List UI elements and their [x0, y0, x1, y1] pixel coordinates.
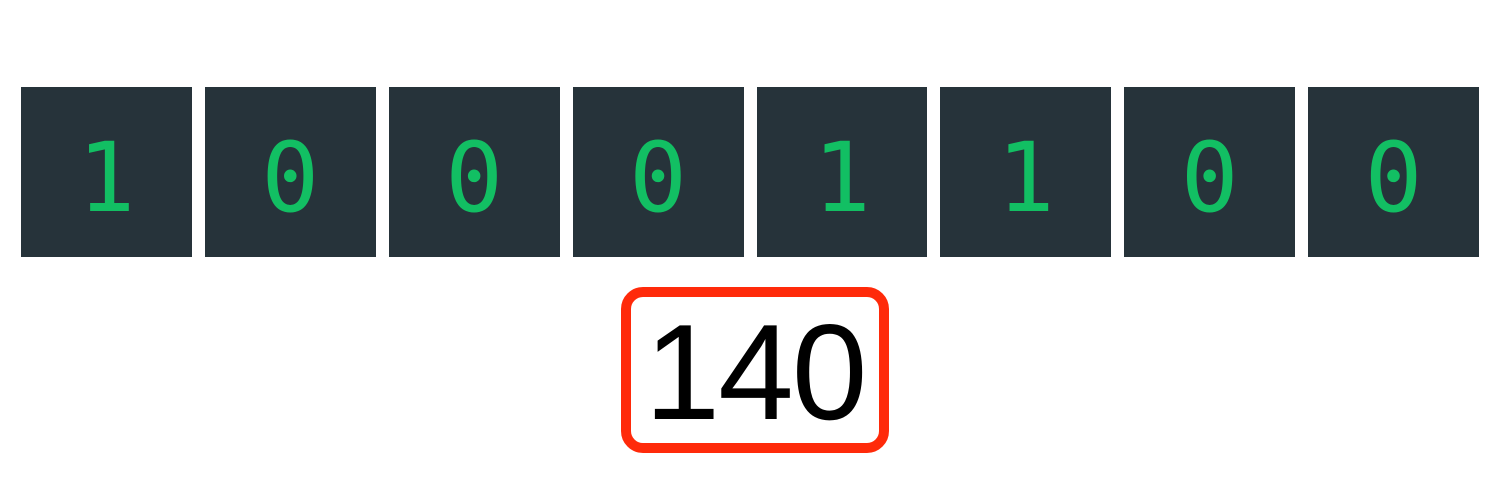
- bit-cell-4: 0: [572, 87, 744, 257]
- bit-cell-2: 0: [204, 87, 376, 257]
- bit-cell-6: 1: [940, 87, 1112, 257]
- bit-cell-3: 0: [388, 87, 560, 257]
- bit-cell-8: 0: [1308, 87, 1479, 257]
- bit-value-1: 1: [77, 122, 136, 234]
- bit-value-3: 0: [445, 122, 504, 234]
- bit-value-5: 1: [813, 122, 871, 234]
- bit-cell-7: 0: [1124, 87, 1296, 257]
- bit-value-8: 0: [1364, 122, 1423, 234]
- decimal-result-value: 140: [644, 296, 868, 448]
- bit-row: 1 0 0 0 1 1 0 0: [21, 87, 1479, 257]
- bit-value-6: 1: [996, 122, 1055, 234]
- bit-value-7: 0: [1180, 122, 1239, 234]
- bit-value-2: 0: [261, 122, 320, 234]
- bit-cell-1: 1: [21, 87, 192, 257]
- decimal-result-box: 140: [621, 287, 889, 453]
- bit-cell-5: 1: [756, 87, 928, 257]
- bit-value-4: 0: [629, 122, 687, 234]
